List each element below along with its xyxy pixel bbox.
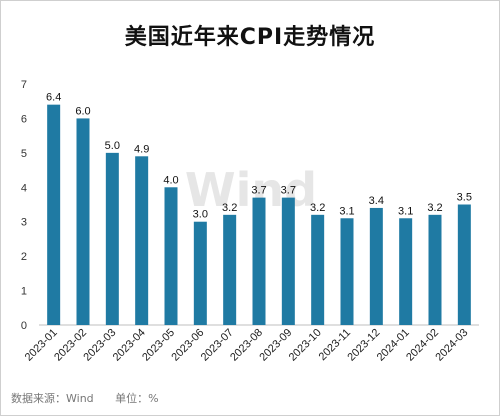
bar (457, 204, 471, 325)
data-label: 3.1 (339, 205, 354, 217)
data-label: 3.1 (398, 205, 413, 217)
bar (47, 104, 61, 326)
bar (399, 218, 413, 325)
bar (105, 152, 119, 325)
bar (252, 197, 266, 325)
bar (76, 118, 90, 325)
data-label: 3.2 (222, 202, 237, 214)
unit-note: 单位：% (115, 392, 159, 405)
x-tick-label: 2023-10 (287, 327, 324, 364)
data-label: 3.5 (457, 192, 472, 204)
data-label: 3.7 (251, 185, 266, 197)
data-label: 5.0 (105, 140, 120, 152)
bar (369, 207, 383, 325)
data-label: 6.0 (75, 105, 90, 117)
bar (281, 197, 295, 325)
y-tick-label: 0 (21, 320, 27, 332)
y-tick-label: 5 (21, 148, 27, 160)
bar (223, 214, 237, 325)
bar (340, 218, 354, 325)
bar (164, 187, 178, 325)
bar (193, 221, 207, 325)
source-note: 数据来源：Wind (11, 392, 94, 405)
y-tick-label: 4 (21, 182, 27, 194)
y-tick-label: 1 (21, 286, 27, 298)
bar (428, 214, 442, 325)
watermark: Wind (185, 163, 317, 217)
y-tick-label: 3 (21, 217, 27, 229)
data-label: 3.7 (281, 185, 296, 197)
data-label: 3.2 (310, 202, 325, 214)
data-label: 3.2 (427, 202, 442, 214)
bar (311, 214, 325, 325)
chart-footer: 数据来源：Wind 单位：% (11, 390, 177, 406)
bar (135, 156, 149, 325)
data-label: 3.4 (369, 195, 384, 207)
data-label: 4.9 (134, 143, 149, 155)
y-tick-label: 6 (21, 113, 27, 125)
y-tick-label: 2 (21, 251, 27, 263)
data-label: 3.0 (193, 209, 208, 221)
chart-title: 美国近年来CPI走势情况 (124, 25, 376, 50)
data-label: 4.0 (163, 174, 178, 186)
y-tick-label: 7 (21, 79, 27, 91)
data-label: 6.4 (46, 92, 61, 104)
x-tick-label: 2024-03 (433, 327, 470, 364)
